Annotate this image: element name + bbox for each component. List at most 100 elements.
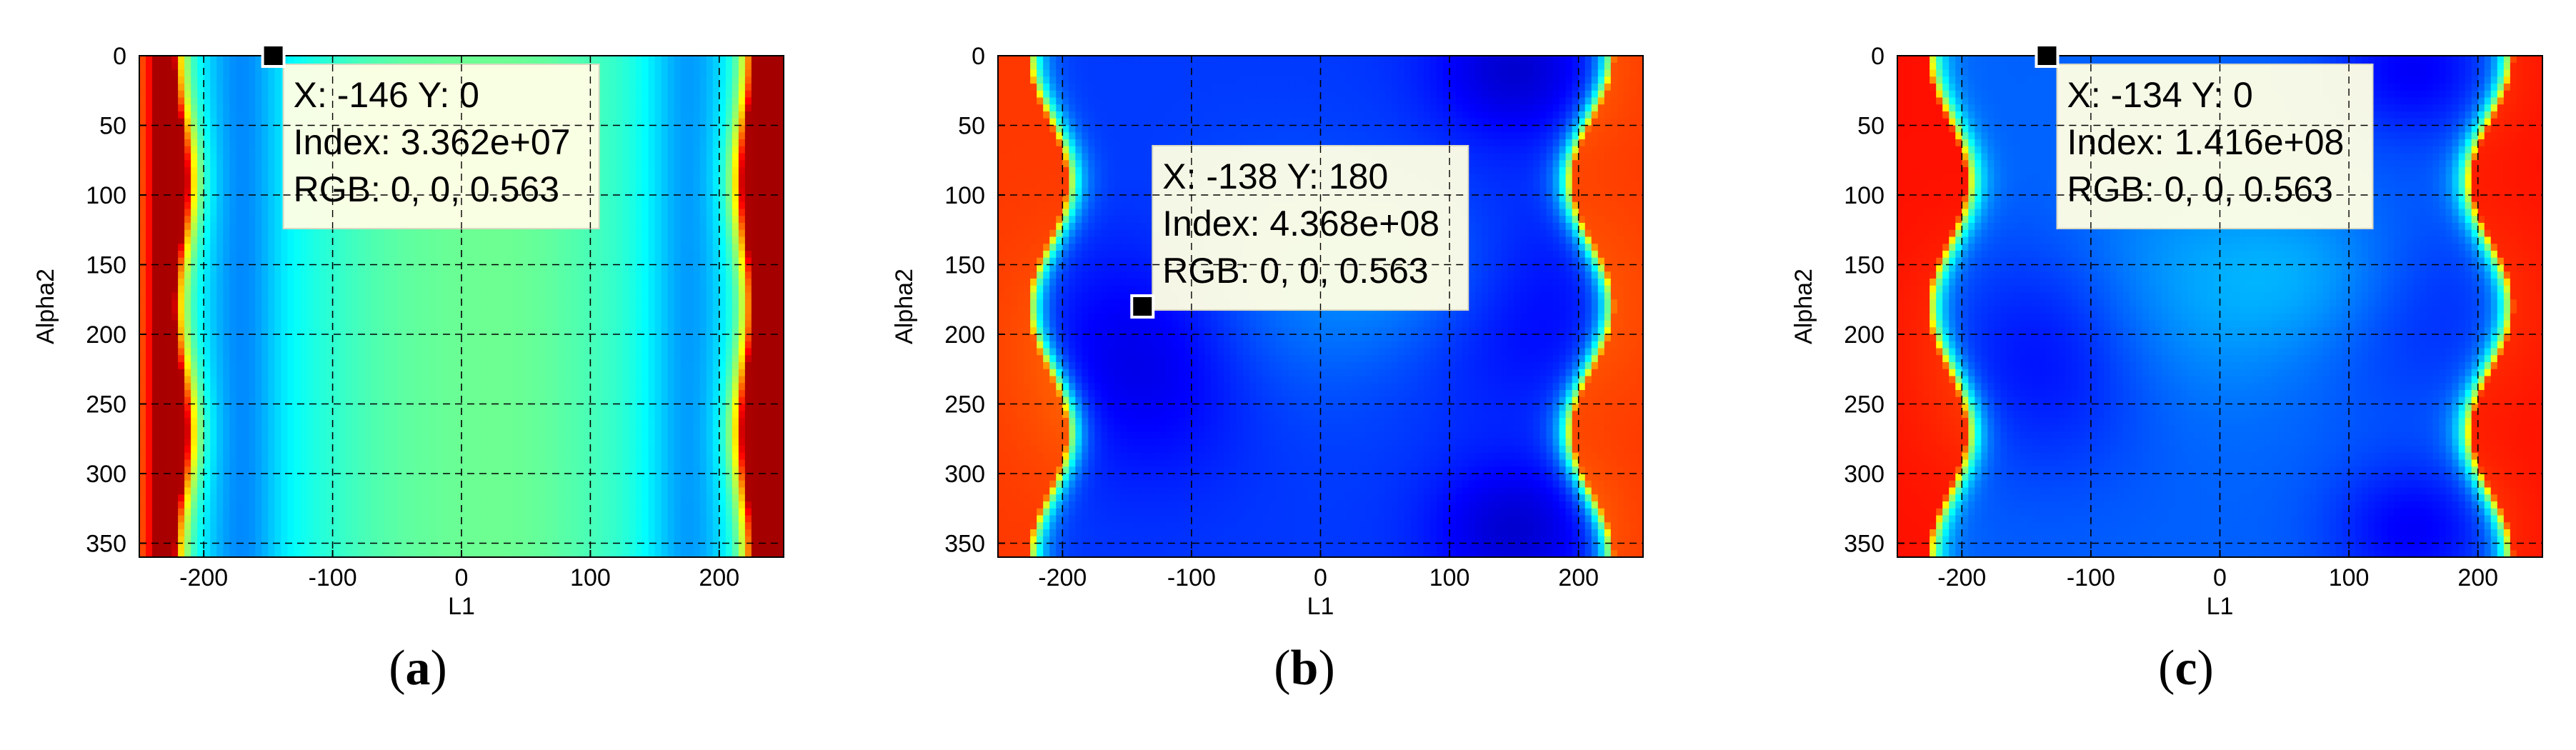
- heatmap-cell: [178, 383, 185, 391]
- heatmap-cell: [332, 390, 340, 398]
- heatmap-cell: [571, 244, 579, 251]
- heatmap-cell: [165, 104, 172, 112]
- heatmap-cell: [481, 362, 488, 370]
- heatmap-cell: [738, 90, 746, 99]
- heatmap-cell: [699, 229, 707, 238]
- heatmap-cell: [513, 236, 520, 245]
- heatmap-cell: [236, 362, 244, 370]
- heatmap-cell: [654, 153, 662, 161]
- heatmap-cell: [654, 167, 662, 175]
- heatmap-cell: [223, 320, 231, 329]
- heatmap-cell: [204, 236, 211, 245]
- heatmap-cell: [274, 153, 282, 161]
- heatmap-cell: [481, 251, 488, 259]
- heatmap-cell: [313, 299, 321, 307]
- heatmap-cell: [680, 201, 688, 210]
- heatmap-cell: [139, 383, 146, 391]
- heatmap-cell: [526, 264, 534, 273]
- heatmap-cell: [532, 348, 540, 356]
- heatmap-cell: [229, 376, 237, 384]
- heatmap-cell: [268, 236, 276, 245]
- heatmap-cell: [674, 139, 682, 147]
- heatmap-cell: [204, 299, 211, 307]
- heatmap-cell: [654, 285, 662, 294]
- heatmap-cell: [661, 90, 669, 99]
- heatmap-cell: [744, 56, 752, 64]
- heatmap-cell: [191, 104, 198, 112]
- heatmap-cell: [738, 355, 746, 363]
- heatmap-cell: [396, 251, 404, 259]
- heatmap-cell: [693, 90, 701, 99]
- heatmap-cell: [622, 76, 630, 84]
- heatmap-cell: [693, 369, 701, 377]
- heatmap-cell: [371, 341, 379, 349]
- heatmap-cell: [500, 362, 507, 370]
- heatmap-cell: [564, 264, 572, 273]
- heatmap-cell: [159, 355, 166, 363]
- heatmap-cell: [641, 299, 649, 307]
- heatmap-cell: [744, 139, 752, 147]
- heatmap-cell: [757, 97, 765, 106]
- heatmap-cell: [654, 257, 662, 266]
- heatmap-cell: [687, 244, 694, 251]
- heatmap-cell: [377, 369, 385, 377]
- heatmap-cell: [680, 320, 688, 329]
- heatmap-cell: [744, 264, 752, 273]
- heatmap-cell: [648, 209, 656, 217]
- heatmap-cell: [139, 285, 146, 294]
- heatmap-cell: [674, 264, 682, 273]
- heatmap-cell: [216, 369, 224, 377]
- heatmap-cell: [603, 279, 611, 286]
- heatmap-cell: [171, 320, 179, 329]
- heatmap-cell: [635, 118, 643, 126]
- heatmap-cell: [622, 167, 630, 175]
- heatmap-cell: [364, 244, 372, 251]
- heatmap-cell: [416, 257, 424, 266]
- heatmap-cell: [396, 299, 404, 307]
- heatmap-cell: [358, 244, 366, 251]
- heatmap-cell: [159, 153, 166, 161]
- heatmap-cell: [371, 299, 379, 307]
- heatmap-cell: [210, 285, 218, 294]
- heatmap-cell: [539, 390, 546, 398]
- heatmap-cell: [751, 209, 759, 217]
- heatmap-cell: [551, 369, 559, 377]
- heatmap-cell: [159, 216, 166, 224]
- heatmap-cell: [287, 236, 295, 245]
- heatmap-cell: [345, 334, 353, 342]
- heatmap-cell: [210, 216, 218, 224]
- heatmap-cell: [287, 244, 295, 251]
- heatmap-cell: [184, 279, 191, 286]
- heatmap-cell: [564, 229, 572, 238]
- heatmap-cell: [171, 97, 179, 106]
- heatmap-cell: [306, 299, 314, 307]
- heatmap-cell: [300, 229, 308, 238]
- heatmap-cell: [693, 111, 701, 119]
- heatmap-cell: [396, 285, 404, 294]
- heatmap-cell: [732, 223, 739, 231]
- heatmap-cell: [719, 181, 727, 189]
- heatmap-cell: [229, 348, 237, 356]
- heatmap-cell: [487, 56, 494, 64]
- heatmap-cell: [274, 132, 282, 140]
- heatmap-cell: [409, 244, 417, 251]
- heatmap-cell: [300, 236, 308, 245]
- heatmap-cell: [139, 341, 146, 349]
- heatmap-cell: [461, 369, 469, 377]
- heatmap-cell: [384, 320, 391, 329]
- heatmap-cell: [249, 125, 256, 134]
- heatmap-cell: [229, 146, 237, 154]
- heatmap-cell: [274, 320, 282, 329]
- heatmap-cell: [481, 271, 488, 279]
- heatmap-cell: [732, 320, 739, 329]
- heatmap-cell: [732, 306, 739, 314]
- heatmap-cell: [184, 355, 191, 363]
- heatmap-cell: [146, 188, 153, 196]
- heatmap-cell: [764, 201, 772, 210]
- heatmap-cell: [770, 69, 778, 78]
- heatmap-cell: [171, 376, 179, 384]
- heatmap-cell: [551, 292, 559, 301]
- heatmap-cell: [674, 376, 682, 384]
- heatmap-cell: [371, 355, 379, 363]
- heatmap-cell: [577, 348, 585, 356]
